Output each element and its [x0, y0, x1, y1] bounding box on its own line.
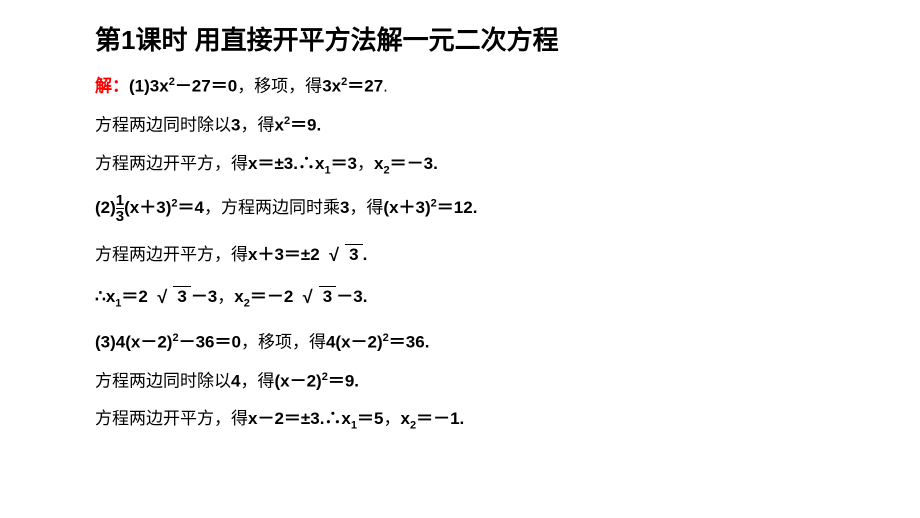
- expr-text: x: [234, 287, 243, 306]
- expr-text: ＝－2: [250, 287, 293, 306]
- expr-text: 3: [340, 198, 349, 217]
- expr-text: ＝9.: [328, 371, 359, 390]
- text: ，移项，得: [237, 77, 322, 96]
- expr-text: －3.: [336, 287, 367, 306]
- text: ，: [383, 409, 400, 428]
- solution-line-1: 解：(1)3x2－27＝0，移项，得3x2＝27.: [95, 75, 825, 98]
- expr-text: ＝27: [347, 77, 383, 96]
- text: 方程两边开平方，得: [95, 154, 248, 173]
- expr-text: x＝±3.: [248, 154, 298, 173]
- text: 方程两边开平方，得: [95, 409, 248, 428]
- text: ，: [357, 154, 374, 173]
- expr-text: ＝5: [357, 409, 383, 428]
- expr-text: (x＋3): [124, 198, 171, 217]
- sqrt-content: 3: [345, 244, 362, 264]
- sqrt: 3: [157, 286, 190, 308]
- text: 方程两边开平方，得: [95, 245, 248, 264]
- expr-text: ＝3: [331, 154, 357, 173]
- text: ，得: [240, 371, 274, 390]
- text: ，得: [349, 198, 383, 217]
- solution-label: 解：: [95, 77, 129, 96]
- fraction-denominator: 3: [116, 208, 124, 224]
- therefore-symbol: ∴: [298, 154, 315, 173]
- expr-text: (1)3x: [129, 77, 169, 96]
- solution-line-3: 方程两边开平方，得x＝±3.∴x1＝3，x2＝－3.: [95, 153, 825, 178]
- expr-text: x: [374, 154, 383, 173]
- expr-text: ＝－1.: [416, 409, 464, 428]
- expr-text: x: [400, 409, 409, 428]
- expr-text: x＋3＝±2: [248, 245, 320, 264]
- therefore-symbol: ∴: [95, 287, 106, 306]
- expr-text: (2): [95, 198, 116, 217]
- text: ，: [217, 287, 234, 306]
- expr-text: x: [274, 115, 283, 134]
- solution-line-6: ∴x1＝2 3－3，x2＝－2 3－3.: [95, 286, 825, 311]
- expr-text: 4(x－2): [326, 333, 383, 352]
- expr-text: ＝9.: [290, 115, 321, 134]
- solution-line-2: 方程两边同时除以3，得x2＝9.: [95, 114, 825, 137]
- expr-text: ＝4: [177, 198, 203, 217]
- expr-text: .: [363, 245, 368, 264]
- text: ，移项，得: [241, 333, 326, 352]
- expr-text: －3: [191, 287, 217, 306]
- expr-text: ＝－3.: [390, 154, 438, 173]
- expr-text: －27＝0: [175, 77, 237, 96]
- solution-line-9: 方程两边开平方，得x－2＝±3.∴x1＝5，x2＝－1.: [95, 408, 825, 433]
- text: ，方程两边同时乘: [204, 198, 340, 217]
- expr-text: x: [341, 409, 350, 428]
- expr-text: ＝2: [121, 287, 147, 306]
- expr-text: －36＝0: [179, 333, 241, 352]
- solution-line-4: (2)13(x＋3)2＝4，方程两边同时乘3，得(x＋3)2＝12.: [95, 193, 825, 224]
- expr-text: x: [106, 287, 115, 306]
- sqrt: 3: [303, 286, 336, 308]
- solution-line-5: 方程两边开平方，得x＋3＝±2 3.: [95, 244, 825, 266]
- sqrt-content: 3: [173, 286, 190, 306]
- expr-text: (3)4(x－2): [95, 333, 172, 352]
- expr-text: 3x: [322, 77, 341, 96]
- text: 方程两边同时除以: [95, 371, 231, 390]
- expr-text: ＝12.: [437, 198, 478, 217]
- text: 方程两边同时除以: [95, 115, 231, 134]
- lesson-title: 第1课时 用直接开平方法解一元二次方程: [95, 20, 825, 57]
- solution-line-7: (3)4(x－2)2－36＝0，移项，得4(x－2)2＝36.: [95, 331, 825, 354]
- fraction-numerator: 1: [116, 193, 124, 208]
- expr-text: (x－2): [274, 371, 321, 390]
- expr-text: x－2＝±3.: [248, 409, 324, 428]
- sqrt-content: 3: [319, 286, 336, 306]
- text: .: [383, 77, 388, 96]
- therefore-symbol: ∴: [324, 409, 341, 428]
- solution-line-8: 方程两边同时除以4，得(x－2)2＝9.: [95, 370, 825, 393]
- expr-text: ＝36.: [389, 333, 430, 352]
- sqrt: 3: [329, 244, 362, 266]
- fraction: 13: [116, 193, 124, 224]
- text: ，得: [240, 115, 274, 134]
- expr-text: (x＋3): [383, 198, 430, 217]
